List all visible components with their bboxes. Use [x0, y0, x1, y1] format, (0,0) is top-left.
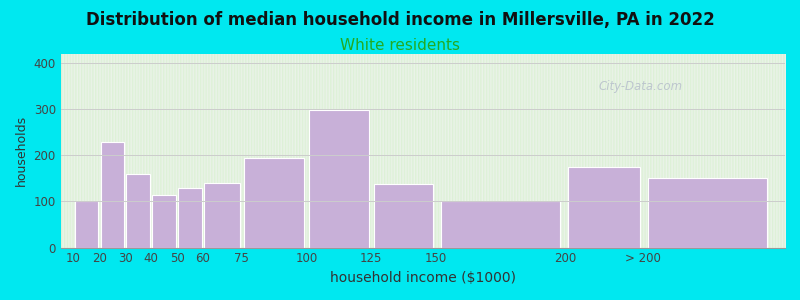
- Text: Distribution of median household income in Millersville, PA in 2022: Distribution of median household income …: [86, 11, 714, 28]
- Text: City-Data.com: City-Data.com: [598, 80, 682, 93]
- Bar: [244, 158, 304, 248]
- Bar: [648, 178, 767, 248]
- Bar: [309, 110, 369, 247]
- Bar: [205, 183, 240, 248]
- Bar: [568, 167, 640, 247]
- X-axis label: household income ($1000): household income ($1000): [330, 271, 516, 285]
- Bar: [178, 188, 202, 248]
- Text: White residents: White residents: [340, 38, 460, 52]
- Bar: [126, 174, 150, 248]
- Bar: [74, 202, 98, 248]
- Bar: [101, 142, 124, 248]
- Bar: [441, 201, 560, 248]
- Bar: [374, 184, 433, 248]
- Y-axis label: households: households: [15, 115, 28, 186]
- Bar: [152, 195, 176, 248]
